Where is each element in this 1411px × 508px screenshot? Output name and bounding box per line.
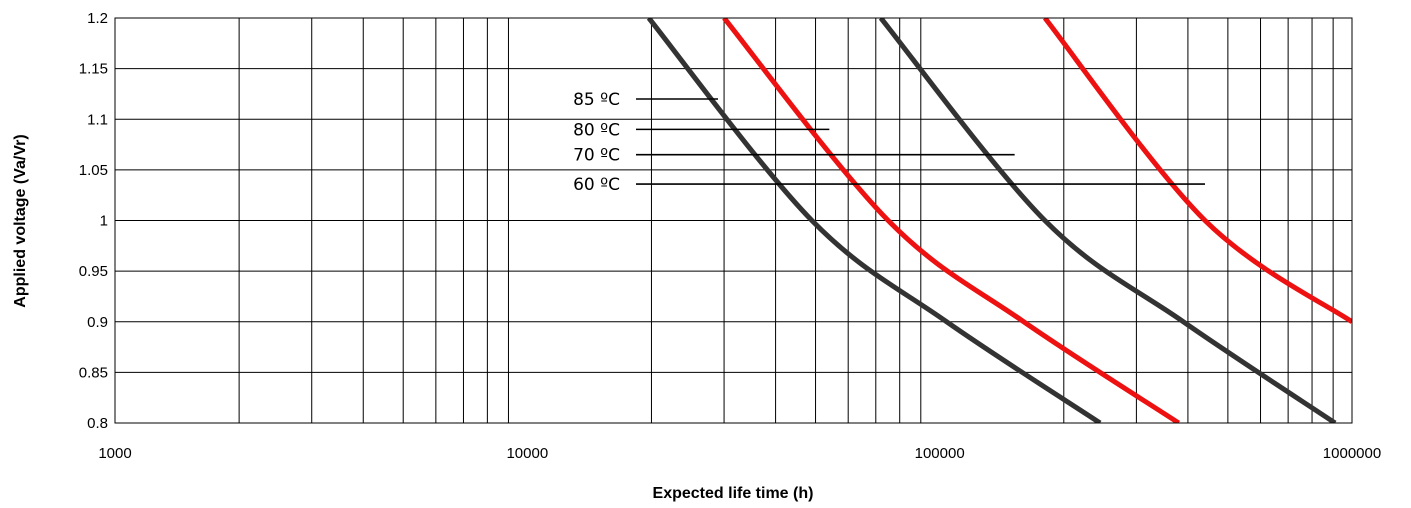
x-axis-title: Expected life time (h) xyxy=(653,485,814,502)
x-tick-label: 1000000 xyxy=(1323,445,1381,462)
y-tick-label: 0.95 xyxy=(79,263,108,280)
series-label: 85 ºC xyxy=(573,90,620,110)
y-tick-label: 1.1 xyxy=(87,111,108,128)
x-tick-label: 10000 xyxy=(506,445,548,462)
y-tick-labels: 0.8 0.85 0.9 0.95 1 1.05 1.1 1.15 1.2 xyxy=(79,10,108,432)
y-tick-label: 0.85 xyxy=(79,364,108,381)
y-tick-label: 1.15 xyxy=(79,61,108,78)
series-line-3 xyxy=(878,18,1337,423)
x-tick-label: 1000 xyxy=(98,445,131,462)
y-tick-label: 0.8 xyxy=(87,415,108,432)
grid-lines xyxy=(115,17,1352,424)
series-line-2 xyxy=(722,18,1181,423)
series-label: 80 ºC xyxy=(573,120,620,140)
y-tick-label: 1 xyxy=(100,213,108,230)
y-tick-label: 1.05 xyxy=(79,162,108,179)
series-label: 70 ºC xyxy=(573,146,620,166)
y-axis-title: Applied voltage (Va/Vr) xyxy=(12,134,29,307)
series-line-4 xyxy=(1042,18,1352,324)
plot-frame xyxy=(114,17,1353,424)
series-labels: 85 ºC 80 ºC 70 ºC 60 ºC xyxy=(573,90,620,195)
y-tick-label: 0.9 xyxy=(87,314,108,331)
x-tick-labels: 1000 10000 100000 1000000 xyxy=(98,445,1381,462)
x-tick-label: 100000 xyxy=(915,445,965,462)
series-label: 60 ºC xyxy=(573,175,620,195)
label-leader-lines xyxy=(636,98,1205,185)
y-tick-label: 1.2 xyxy=(87,10,108,27)
